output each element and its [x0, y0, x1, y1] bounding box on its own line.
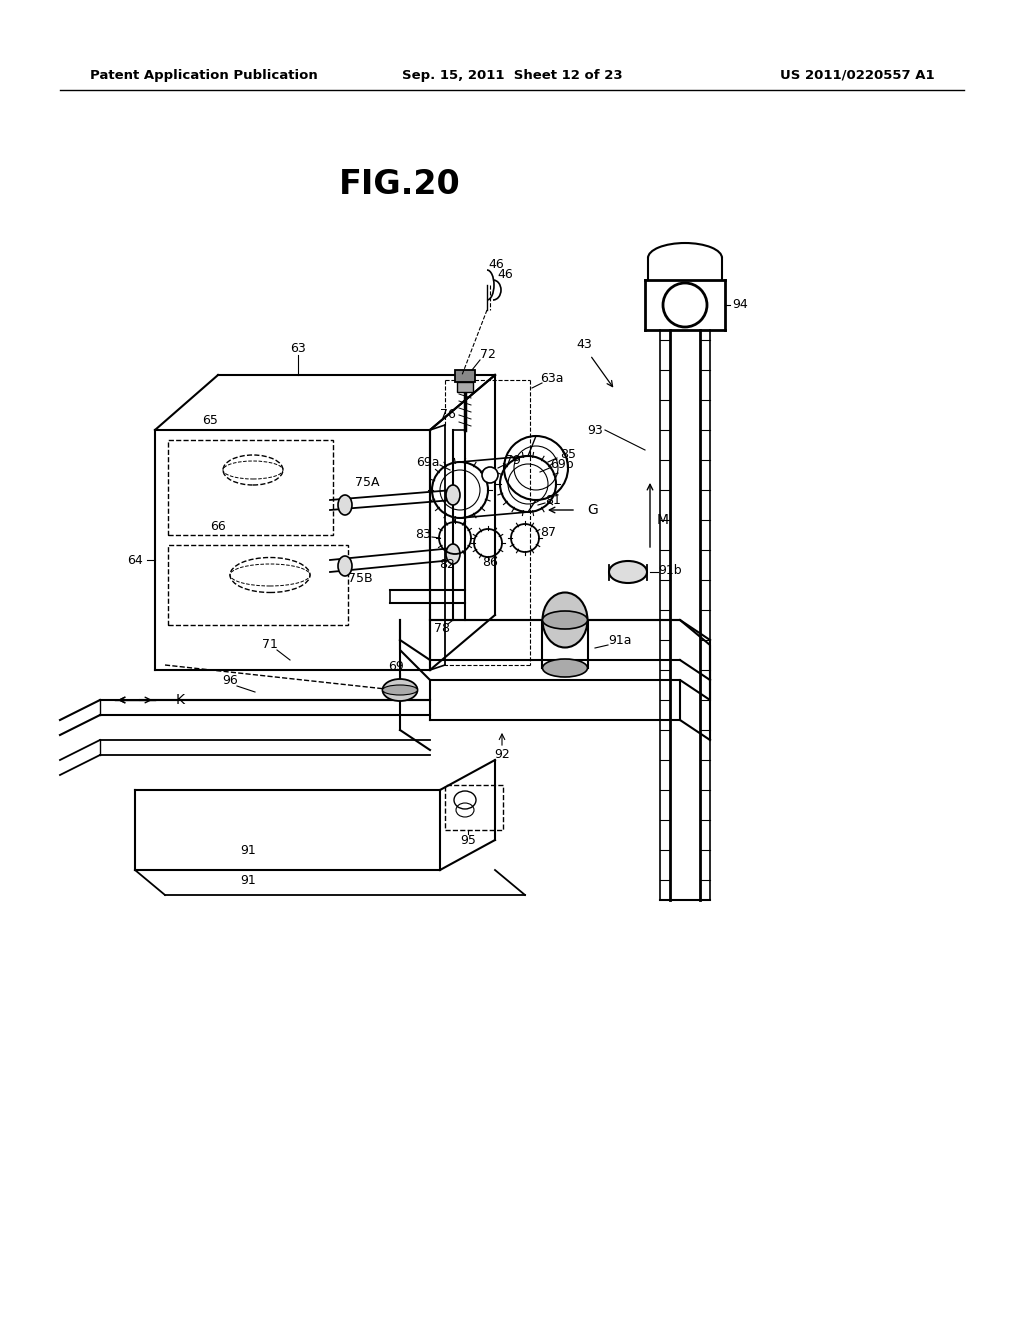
Ellipse shape	[338, 495, 352, 515]
Text: G: G	[588, 503, 598, 517]
Bar	[457, 381, 473, 392]
Text: M: M	[657, 513, 669, 527]
Ellipse shape	[446, 484, 460, 506]
Text: 91: 91	[240, 874, 256, 887]
Bar	[445, 785, 503, 830]
Text: 94: 94	[732, 298, 748, 312]
Text: 76: 76	[440, 408, 456, 421]
Ellipse shape	[383, 678, 418, 701]
Ellipse shape	[383, 685, 418, 696]
Text: 95: 95	[460, 833, 476, 846]
Bar	[455, 370, 475, 381]
Text: 81: 81	[545, 494, 561, 507]
Text: 46: 46	[497, 268, 513, 281]
Text: 91: 91	[240, 843, 256, 857]
Text: 69: 69	[388, 660, 403, 673]
Text: 64: 64	[127, 553, 143, 566]
Text: 92: 92	[495, 748, 510, 762]
Bar	[168, 440, 333, 535]
Text: 93: 93	[587, 424, 603, 437]
Text: 75A: 75A	[354, 477, 379, 490]
Text: 46: 46	[488, 259, 504, 272]
Text: 86: 86	[482, 556, 498, 569]
Text: 87: 87	[540, 525, 556, 539]
Text: 63a: 63a	[541, 371, 564, 384]
Text: 96: 96	[222, 673, 238, 686]
Text: Sep. 15, 2011  Sheet 12 of 23: Sep. 15, 2011 Sheet 12 of 23	[401, 69, 623, 82]
Text: 85: 85	[560, 449, 575, 462]
Text: FIG.20: FIG.20	[339, 169, 461, 202]
Text: 43: 43	[577, 338, 592, 351]
Text: Patent Application Publication: Patent Application Publication	[90, 69, 317, 82]
Text: 83: 83	[415, 528, 431, 541]
Text: 69b: 69b	[550, 458, 573, 470]
Ellipse shape	[543, 611, 588, 630]
Text: 72: 72	[480, 348, 496, 362]
Circle shape	[482, 467, 498, 483]
Ellipse shape	[543, 659, 588, 677]
Text: 66: 66	[210, 520, 226, 533]
Ellipse shape	[446, 544, 460, 564]
Text: 63: 63	[290, 342, 306, 355]
Text: 91b: 91b	[658, 564, 682, 577]
Text: US 2011/0220557 A1: US 2011/0220557 A1	[780, 69, 935, 82]
Ellipse shape	[338, 556, 352, 576]
Text: 69a: 69a	[416, 455, 439, 469]
Bar	[168, 545, 348, 624]
Ellipse shape	[609, 561, 647, 583]
Ellipse shape	[543, 593, 588, 648]
Text: 71: 71	[262, 639, 278, 652]
Text: 91a: 91a	[608, 634, 632, 647]
Text: 65: 65	[202, 413, 218, 426]
Text: 82: 82	[439, 558, 455, 572]
Text: 79: 79	[505, 454, 521, 466]
Text: 78: 78	[434, 622, 450, 635]
Text: K: K	[175, 693, 184, 708]
Text: 75B: 75B	[348, 572, 373, 585]
